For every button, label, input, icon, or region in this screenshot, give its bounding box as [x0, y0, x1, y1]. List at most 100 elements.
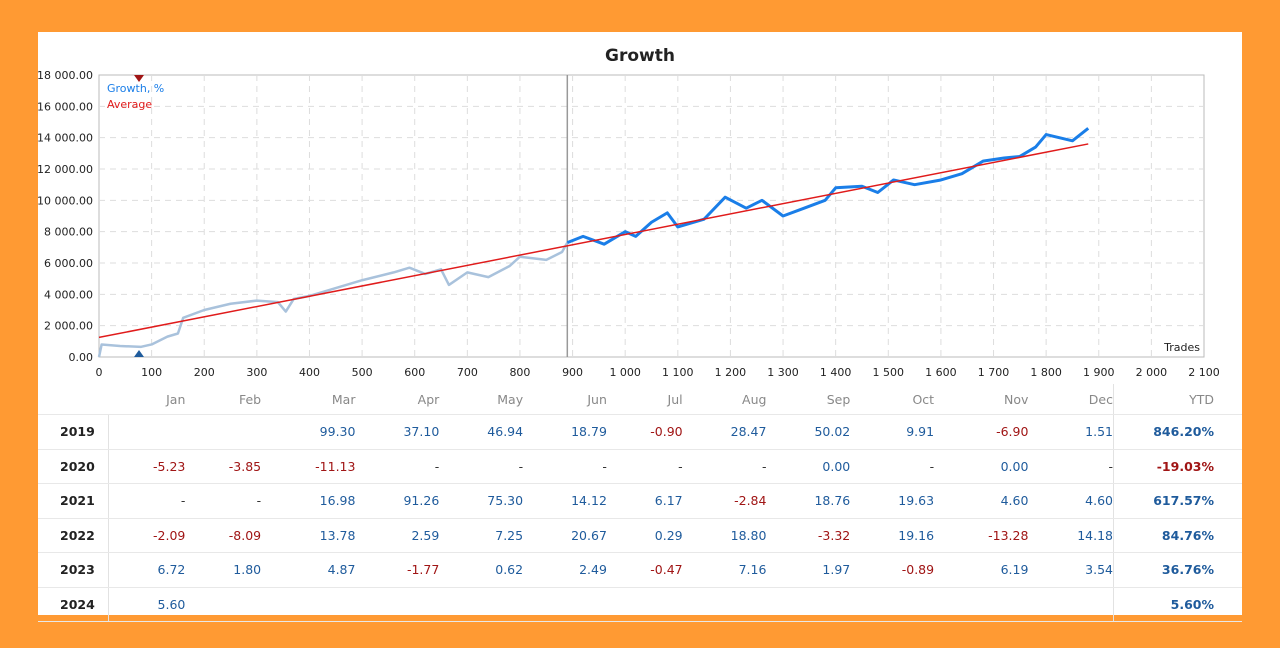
- column-header: Jan: [108, 384, 186, 415]
- month-value-cell: 91.26: [355, 483, 440, 519]
- table-row: 2023 6.72 1.80 4.87 -1.77 0.62 2.49 -0.47 7.16 1.…: [38, 552, 1242, 588]
- month-value-cell: 37.10: [355, 414, 440, 450]
- month-value-cell: -0.47: [606, 552, 683, 588]
- month-value-cell: 19.63: [850, 483, 935, 519]
- x-tick-label: 500: [352, 366, 373, 379]
- column-header: Oct: [850, 384, 935, 415]
- y-tick-label: 6 000.00: [44, 257, 93, 270]
- y-tick-label: 10 000.00: [38, 194, 93, 207]
- month-value-cell: -: [682, 449, 767, 484]
- x-tick-label: 700: [457, 366, 478, 379]
- year-cell: 2024: [38, 587, 109, 622]
- plot-area: [98, 74, 1205, 358]
- month-value-cell: 6.19: [934, 552, 1029, 588]
- month-value-cell: 1.80: [185, 552, 262, 588]
- ytd-cell: 846.20%: [1113, 414, 1242, 450]
- month-value-cell: 14.12: [523, 483, 607, 519]
- y-tick-label: 12 000.00: [38, 163, 93, 176]
- month-value-cell: -3.32: [766, 518, 851, 553]
- y-tick-label: 18 000.00: [38, 69, 93, 82]
- x-tick-label: 300: [246, 366, 267, 379]
- month-value-cell: 5.60: [108, 587, 186, 622]
- legend-growth: Growth, %: [107, 82, 164, 95]
- month-value-cell: 20.67: [523, 518, 607, 553]
- month-value-cell: 28.47: [682, 414, 767, 450]
- x-tick-label: 1 700: [978, 366, 1010, 379]
- chart-title: Growth: [605, 46, 675, 66]
- month-value-cell: 6.17: [606, 483, 683, 519]
- column-header: May: [439, 384, 524, 415]
- month-value-cell: [850, 587, 935, 622]
- x-tick-label: 1 400: [820, 366, 852, 379]
- month-value-cell: -0.89: [850, 552, 935, 588]
- x-tick-label: 0: [96, 366, 103, 379]
- month-value-cell: -: [108, 483, 186, 519]
- month-value-cell: 0.29: [606, 518, 683, 553]
- column-header: Apr: [355, 384, 440, 415]
- month-value-cell: -11.13: [261, 449, 356, 484]
- y-tick-label: 14 000.00: [38, 132, 93, 145]
- month-value-cell: -: [185, 483, 262, 519]
- month-value-cell: 2.59: [355, 518, 440, 553]
- month-value-cell: -0.90: [606, 414, 683, 450]
- month-value-cell: 19.16: [850, 518, 935, 553]
- x-tick-label: 1 500: [873, 366, 905, 379]
- month-value-cell: -: [606, 449, 683, 484]
- month-value-cell: [439, 587, 524, 622]
- ytd-cell: 36.76%: [1113, 552, 1242, 588]
- month-value-cell: 4.60: [1028, 483, 1114, 519]
- average-line: [98, 143, 1089, 339]
- month-value-cell: 14.18: [1028, 518, 1114, 553]
- column-header: Jun: [523, 384, 607, 415]
- month-value-cell: 1.51: [1028, 414, 1114, 450]
- column-header: Dec: [1028, 384, 1114, 415]
- month-value-cell: -: [850, 449, 935, 484]
- x-tick-label: 200: [194, 366, 215, 379]
- x-tick-label: 1 000: [609, 366, 641, 379]
- range-end-marker-icon: [134, 350, 144, 357]
- column-header: Jul: [606, 384, 683, 415]
- x-tick-label: 1 100: [662, 366, 694, 379]
- month-value-cell: 9.91: [850, 414, 935, 450]
- month-value-cell: -13.28: [934, 518, 1029, 553]
- table-row: 2019 99.30 37.10 46.94 18.79 -0.90 28.47 50.02 9…: [38, 414, 1242, 450]
- month-value-cell: -: [355, 449, 440, 484]
- x-tick-label: 400: [299, 366, 320, 379]
- month-value-cell: 6.72: [108, 552, 186, 588]
- year-cell: 2021: [38, 483, 109, 519]
- month-value-cell: -5.23: [108, 449, 186, 484]
- month-value-cell: 1.97: [766, 552, 851, 588]
- month-value-cell: 46.94: [439, 414, 524, 450]
- column-header: Aug: [682, 384, 767, 415]
- month-value-cell: 4.60: [934, 483, 1029, 519]
- year-cell: 2022: [38, 518, 109, 553]
- month-value-cell: -3.85: [185, 449, 262, 484]
- month-value-cell: 0.00: [766, 449, 851, 484]
- month-value-cell: [682, 587, 767, 622]
- month-value-cell: 0.62: [439, 552, 524, 588]
- y-tick-label: 4 000.00: [44, 288, 93, 301]
- monthly-returns-table: Jan Feb Mar Apr May Jun Jul Aug Sep Oct Nov Dec YTD …: [38, 384, 1242, 622]
- month-value-cell: 18.80: [682, 518, 767, 553]
- table-row: 2024 5.60 5.60%: [38, 587, 1242, 622]
- month-value-cell: -: [439, 449, 524, 484]
- month-value-cell: 3.54: [1028, 552, 1114, 588]
- month-value-cell: 18.79: [523, 414, 607, 450]
- ytd-cell: 84.76%: [1113, 518, 1242, 553]
- month-value-cell: -2.84: [682, 483, 767, 519]
- ytd-cell: -19.03%: [1113, 449, 1242, 484]
- month-value-cell: [934, 587, 1029, 622]
- year-cell: 2020: [38, 449, 109, 484]
- growth-chart[interactable]: 0 100 200 300 400 500 600 700 800 900 1 000 1 100 1 …: [38, 32, 1242, 382]
- x-tick-label: 1 300: [767, 366, 799, 379]
- month-value-cell: 16.98: [261, 483, 356, 519]
- table-row: 2021- -16.98 91.26 75.30 14.12 6.17 -2.84 18.76…: [38, 483, 1242, 519]
- y-tick-label: 16 000.00: [38, 100, 93, 113]
- table-header-row: Jan Feb Mar Apr May Jun Jul Aug Sep Oct Nov Dec YTD: [38, 384, 1242, 415]
- x-tick-label: 800: [509, 366, 530, 379]
- x-tick-label: 1 200: [715, 366, 747, 379]
- month-value-cell: [606, 587, 683, 622]
- month-value-cell: [1028, 587, 1114, 622]
- x-axis-label: Trades: [1163, 341, 1200, 354]
- year-cell: 2023: [38, 552, 109, 588]
